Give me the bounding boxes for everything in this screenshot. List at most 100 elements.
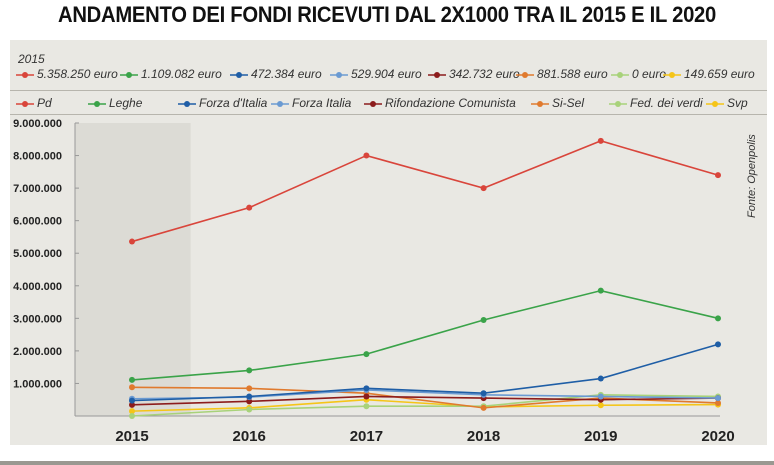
highlight-value-item: 1.109.082 euro <box>120 67 222 81</box>
highlight-value-item: 0 euro <box>611 67 666 81</box>
legend-marker-icon <box>330 71 348 78</box>
highlight-year-label: 2015 <box>18 52 45 66</box>
data-point <box>480 404 487 411</box>
x-tick-label: 2019 <box>584 428 617 445</box>
series-line <box>131 398 719 412</box>
legend-item: Fed. dei verdi <box>609 96 703 110</box>
highlight-value-item: 342.732 euro <box>428 67 520 81</box>
series-legend: Pd Leghe Forza d'Italia Forza Italia Rifonda… <box>16 96 766 112</box>
y-tick-label: 7.000.000 <box>13 183 62 195</box>
x-tick-label: 2020 <box>701 428 734 445</box>
series-line <box>131 343 719 402</box>
y-tick-label: 6.000.000 <box>13 216 62 228</box>
data-point <box>129 401 135 408</box>
y-tick-label: 8.000.000 <box>13 151 62 163</box>
data-point <box>246 385 253 392</box>
data-point <box>715 172 721 179</box>
data-point <box>597 393 604 400</box>
highlight-value-item: 472.384 euro <box>230 67 322 81</box>
data-point <box>246 406 253 413</box>
legend-label: 1.109.082 euro <box>141 67 222 81</box>
legend-marker-icon <box>706 100 724 107</box>
series-line <box>131 394 719 417</box>
legend-marker-icon <box>663 71 681 78</box>
legend-marker-icon <box>611 71 629 78</box>
legend-item: Leghe <box>88 96 142 110</box>
data-point <box>363 351 370 358</box>
highlight-value-item: 881.588 euro <box>516 67 608 81</box>
y-tick-label: 3.000.000 <box>13 313 62 325</box>
highlight-value-item: 149.659 euro <box>663 67 755 81</box>
data-point <box>597 402 604 409</box>
x-tick-label: 2015 <box>115 428 148 445</box>
legend-item: Forza Italia <box>271 96 351 110</box>
legend-label: Fed. dei verdi <box>630 96 703 110</box>
data-point <box>363 393 370 400</box>
data-point <box>129 238 135 245</box>
bottom-border <box>0 461 774 465</box>
legend-marker-icon <box>16 100 34 107</box>
legend-marker-icon <box>16 71 34 78</box>
data-point <box>129 397 135 404</box>
data-point <box>129 413 135 419</box>
data-point <box>246 367 253 374</box>
data-point <box>363 403 370 410</box>
data-point <box>363 152 370 159</box>
highlight-values-legend: 5.358.250 euro 1.109.082 euro 472.384 euro… <box>16 67 766 83</box>
data-point <box>715 395 721 402</box>
legend-item: Pd <box>16 96 52 110</box>
data-point <box>480 185 487 192</box>
data-point <box>715 315 721 322</box>
series-line <box>131 140 719 243</box>
legend-marker-icon <box>178 100 196 107</box>
y-tick-label: 2.000.000 <box>13 346 62 358</box>
legend-marker-icon <box>364 100 382 107</box>
legend-label: Leghe <box>109 96 143 110</box>
y-tick-label: 4.000.000 <box>13 281 62 293</box>
chart-title: ANDAMENTO DEI FONDI RICEVUTI DAL 2X1000 … <box>57 2 717 27</box>
legend-item: Forza d'Italia <box>178 96 267 110</box>
series-line <box>131 289 719 381</box>
legend-label: 472.384 euro <box>251 67 322 81</box>
legend-label: Forza Italia <box>292 96 352 110</box>
legend-item: Rifondazione Comunista <box>364 96 516 110</box>
legend-marker-icon <box>120 71 138 78</box>
legend-label: Pd <box>37 96 52 110</box>
data-point <box>246 204 253 211</box>
x-tick-label: 2017 <box>350 428 383 445</box>
highlight-value-item: 5.358.250 euro <box>16 67 118 81</box>
legend-label: 342.732 euro <box>449 67 520 81</box>
data-point <box>715 399 721 406</box>
legend-label: Svp <box>727 96 748 110</box>
data-point <box>597 137 604 144</box>
legend-label: 881.588 euro <box>537 67 608 81</box>
x-tick-label: 2018 <box>467 428 500 445</box>
data-point <box>129 408 135 415</box>
legend-label: 0 euro <box>632 67 667 81</box>
legend-label: 149.659 euro <box>684 67 755 81</box>
data-point <box>715 341 721 348</box>
x-tick-label: 2016 <box>233 428 266 445</box>
data-point <box>129 384 135 391</box>
highlight-band <box>75 123 191 416</box>
series-line <box>131 395 719 406</box>
legend-label: Si-Sel <box>552 96 585 110</box>
legend-divider <box>10 90 767 91</box>
data-point <box>129 376 135 383</box>
data-point <box>480 390 487 397</box>
legend-marker-icon <box>428 71 446 78</box>
data-point <box>597 287 604 294</box>
legend-marker-icon <box>230 71 248 78</box>
y-tick-label: 1.000.000 <box>13 378 62 390</box>
y-tick-label: 5.000.000 <box>13 248 62 260</box>
data-point <box>246 398 253 405</box>
legend-label: Forza d'Italia <box>199 96 268 110</box>
source-note: Fonte: Openpolis <box>746 134 758 218</box>
legend-label: 5.358.250 euro <box>37 67 118 81</box>
legend-divider <box>10 114 767 115</box>
y-tick-label: 9.000.000 <box>13 118 62 130</box>
legend-marker-icon <box>531 100 549 107</box>
legend-label: Rifondazione Comunista <box>385 96 516 110</box>
legend-item: Svp <box>706 96 748 110</box>
